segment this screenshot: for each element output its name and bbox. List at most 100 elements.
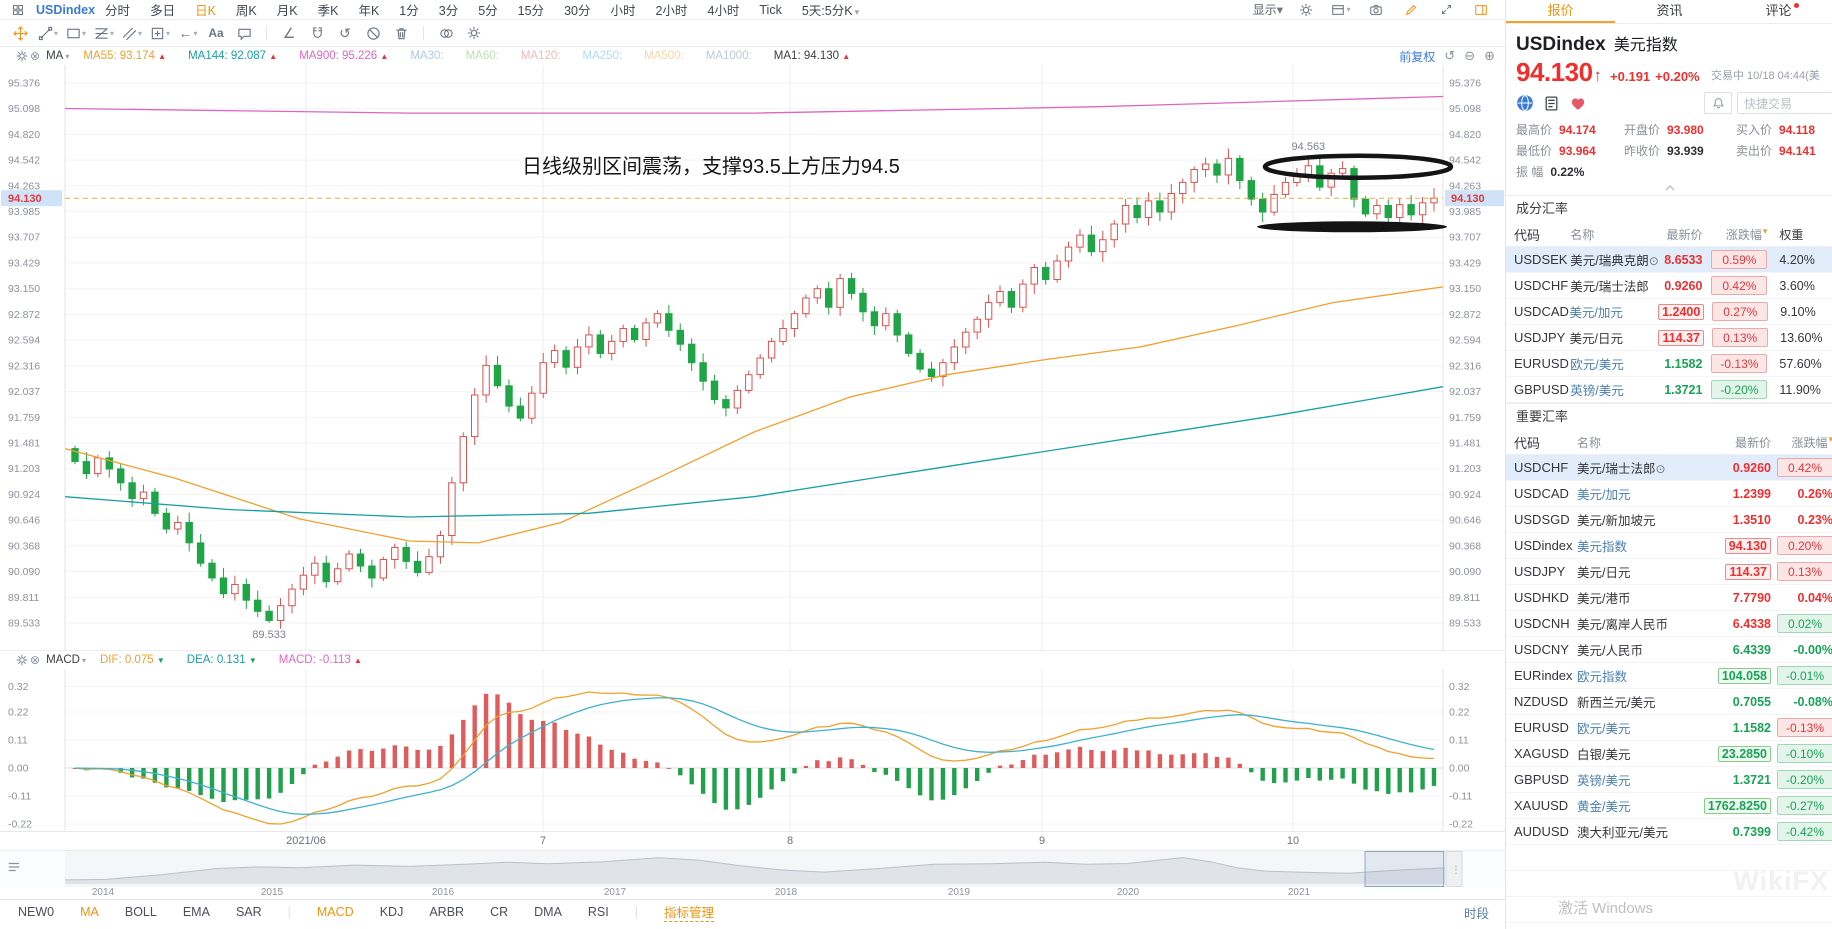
macd-close-icon[interactable]: ⊗ xyxy=(30,653,41,667)
ma-settings-icon[interactable] xyxy=(14,45,30,67)
indicator-value[interactable]: MA900: 95.226 ▲ xyxy=(299,50,389,62)
move-tool-icon[interactable] xyxy=(8,22,32,44)
fib-tool-icon[interactable]: ▾ xyxy=(92,22,116,44)
arrow-left-tool-icon[interactable]: ← ▾ xyxy=(178,25,198,41)
indicator-tab-指标管理[interactable]: 指标管理 xyxy=(664,902,715,922)
rate-row-XAGUSD[interactable]: XAGUSD 白银/美元 23.2850 -0.10% xyxy=(1506,741,1832,767)
panel-tab-资讯[interactable]: 资讯 xyxy=(1656,3,1683,18)
timeframe-5天:5分K[interactable]: 5天:5分K ▾ xyxy=(801,4,860,18)
news-bookmark-icon[interactable] xyxy=(1543,95,1560,112)
rate-row-USDindex[interactable]: USDindex 美元指数 94.130 0.20% xyxy=(1506,533,1832,559)
indicator-tab-SAR[interactable]: SAR xyxy=(235,905,262,919)
trash-tool-icon[interactable] xyxy=(389,22,413,44)
ma-label[interactable]: MA xyxy=(46,50,64,62)
indicator-value[interactable]: DIF: 0.075 ▼ xyxy=(99,654,165,666)
sort-by-change[interactable]: 涨跌幅▾ xyxy=(1725,225,1768,242)
display-menu[interactable]: 显示▾ xyxy=(1252,3,1283,17)
undo-icon[interactable]: ↺ xyxy=(1444,48,1456,63)
timeframe-小时[interactable]: 小时 xyxy=(610,4,636,18)
indicator-value[interactable]: MA1000: xyxy=(705,50,752,62)
layout-icon[interactable]: ▾ xyxy=(1329,0,1353,21)
indicator-tab-MACD[interactable]: MACD xyxy=(316,905,354,919)
alert-bell-icon[interactable] xyxy=(1704,92,1732,114)
history-navigator[interactable]: ⋮ xyxy=(0,850,1505,887)
symbol-label[interactable]: USDindex xyxy=(36,2,96,17)
rate-row-EURUSD[interactable]: EURUSD 欧元/美元 1.1582 -0.13% xyxy=(1506,715,1832,741)
timeframe-季K[interactable]: 季K xyxy=(317,4,339,18)
rate-row-USDSGD[interactable]: USDSGD 美元/新加坡元 1.3510 0.23% xyxy=(1506,507,1832,533)
screenshot-camera-icon[interactable] xyxy=(1364,0,1388,21)
zoom-in-icon[interactable]: ⊕ xyxy=(1484,48,1495,63)
ban-tool-icon[interactable] xyxy=(361,22,385,44)
globe-icon[interactable] xyxy=(1516,94,1534,112)
indicator-tab-CR[interactable]: CR xyxy=(490,905,509,919)
timeframe-3分[interactable]: 3分 xyxy=(438,4,459,18)
timeframe-年K[interactable]: 年K xyxy=(358,4,380,18)
rect-tool-icon[interactable]: ▾ xyxy=(64,22,88,44)
indicator-tab-ARBR[interactable]: ARBR xyxy=(429,905,465,919)
compare-tool-icon[interactable] xyxy=(434,22,458,44)
indicator-value[interactable]: MA120: xyxy=(520,50,561,62)
timeframe-月K[interactable]: 月K xyxy=(276,4,298,18)
position-tool-icon[interactable]: ▾ xyxy=(148,22,172,44)
edit-pencil-icon[interactable] xyxy=(1399,0,1423,21)
indicator-value[interactable]: MACD: -0.113 ▲ xyxy=(278,654,362,666)
panel-tab-评论[interactable]: 评论 xyxy=(1724,0,1832,23)
indicator-tab-BOLL[interactable]: BOLL xyxy=(124,905,157,919)
magnet-tool-icon[interactable] xyxy=(305,22,329,44)
indicator-value[interactable]: MA60: xyxy=(465,50,499,62)
timeframe-2小时[interactable]: 2小时 xyxy=(655,4,688,18)
timeframe-分时[interactable]: 分时 xyxy=(105,4,131,18)
indicator-tab-KDJ[interactable]: KDJ xyxy=(379,905,404,919)
candlestick-chart[interactable]: 95.376 95.376 95.098 95.098 94.820 94.820 94.5… xyxy=(0,65,1505,650)
sort-by-change[interactable]: 涨跌幅▾ xyxy=(1791,434,1832,450)
timeframe-Tick[interactable]: Tick xyxy=(759,2,782,17)
timeframe-30分[interactable]: 30分 xyxy=(564,4,591,18)
rate-row-XAUUSD[interactable]: XAUUSD 黄金/美元 1762.8250 -0.27% xyxy=(1506,793,1832,819)
chevron-down-icon[interactable]: ▾ xyxy=(81,655,86,665)
rate-row-USDJPY[interactable]: USDJPY 美元/日元 114.37 0.13% 13.60% xyxy=(1506,325,1832,351)
indicator-value[interactable]: DEA: 0.131 ▼ xyxy=(186,654,257,666)
navigator-menu-icon[interactable] xyxy=(7,860,21,874)
zoom-out-icon[interactable]: ⊖ xyxy=(1464,48,1476,63)
sidebar-toggle-icon[interactable] xyxy=(1469,0,1493,21)
favorite-heart-icon[interactable] xyxy=(1569,94,1587,112)
rate-row-GBPUSD[interactable]: GBPUSD 英镑/美元 1.3721 -0.20% xyxy=(1506,767,1832,793)
indicator-value[interactable]: MA144: 92.087 ▲ xyxy=(188,50,278,62)
timeframe-15分[interactable]: 15分 xyxy=(517,4,545,18)
chevron-down-icon[interactable]: ▾ xyxy=(65,51,70,61)
rate-row-USDCAD[interactable]: USDCAD 美元/加元 1.2399 0.26% xyxy=(1506,481,1832,507)
channel-tool-icon[interactable]: ▾ xyxy=(120,22,144,44)
quick-trade-button[interactable]: 快捷交易 xyxy=(1737,92,1832,114)
session-button[interactable]: 时段 xyxy=(1463,906,1489,921)
indicator-tab-NEW0[interactable]: NEW0 xyxy=(18,905,55,919)
rate-row-USDCHF[interactable]: USDCHF 美元/瑞士法郎 0.9260 0.42% 3.60% xyxy=(1506,273,1832,299)
gear-tool-icon[interactable] xyxy=(462,22,486,44)
rotate-tool-icon[interactable]: ↺ xyxy=(339,25,351,41)
macd-label[interactable]: MACD xyxy=(46,654,80,666)
panel-tab-报价[interactable]: 报价 xyxy=(1506,0,1615,23)
rate-row-USDCNH[interactable]: USDCNH 美元/离岸人民币 6.4338 0.02% xyxy=(1506,611,1832,637)
rate-row-USDCNY[interactable]: USDCNY 美元/人民币 6.4339 -0.00% xyxy=(1506,637,1832,663)
indicator-value[interactable]: MA30: xyxy=(410,50,444,62)
timeframe-5分[interactable]: 5分 xyxy=(478,4,498,18)
rate-row-USDCHF[interactable]: USDCHF 美元/瑞士法郎⊙ 0.9260 0.42% xyxy=(1506,455,1832,481)
indicator-value[interactable]: MA250: xyxy=(582,50,623,62)
indicator-tab-MA[interactable]: MA xyxy=(80,905,99,919)
timeframe-1分[interactable]: 1分 xyxy=(399,4,419,18)
grid-layout-icon[interactable] xyxy=(6,0,30,21)
rate-row-USDJPY[interactable]: USDJPY 美元/日元 114.37 0.13% xyxy=(1506,559,1832,585)
rate-row-GBPUSD[interactable]: GBPUSD 英镑/美元 1.3721 -0.20% 11.90% xyxy=(1506,377,1832,403)
indicator-tab-DMA[interactable]: DMA xyxy=(534,905,562,919)
indicator-tab-RSI[interactable]: RSI xyxy=(587,905,609,919)
text-tool-icon[interactable]: Aa xyxy=(208,26,224,40)
timeframe-周K[interactable]: 周K xyxy=(235,4,257,18)
timeframe-多日[interactable]: 多日 xyxy=(150,4,176,18)
adjust-mode-link[interactable]: 前复权 xyxy=(1399,49,1436,64)
indicator-value[interactable]: MA500: xyxy=(644,50,684,62)
indicator-value[interactable]: MA55: 93.174 ▲ xyxy=(83,50,167,62)
rate-row-NZDUSD[interactable]: NZDUSD 新西兰元/美元 0.7055 -0.08% xyxy=(1506,689,1832,715)
ma-close-icon[interactable]: ⊗ xyxy=(30,49,41,63)
indicator-tab-EMA[interactable]: EMA xyxy=(182,905,210,919)
angle-tool-icon[interactable]: ∠ xyxy=(282,25,296,41)
